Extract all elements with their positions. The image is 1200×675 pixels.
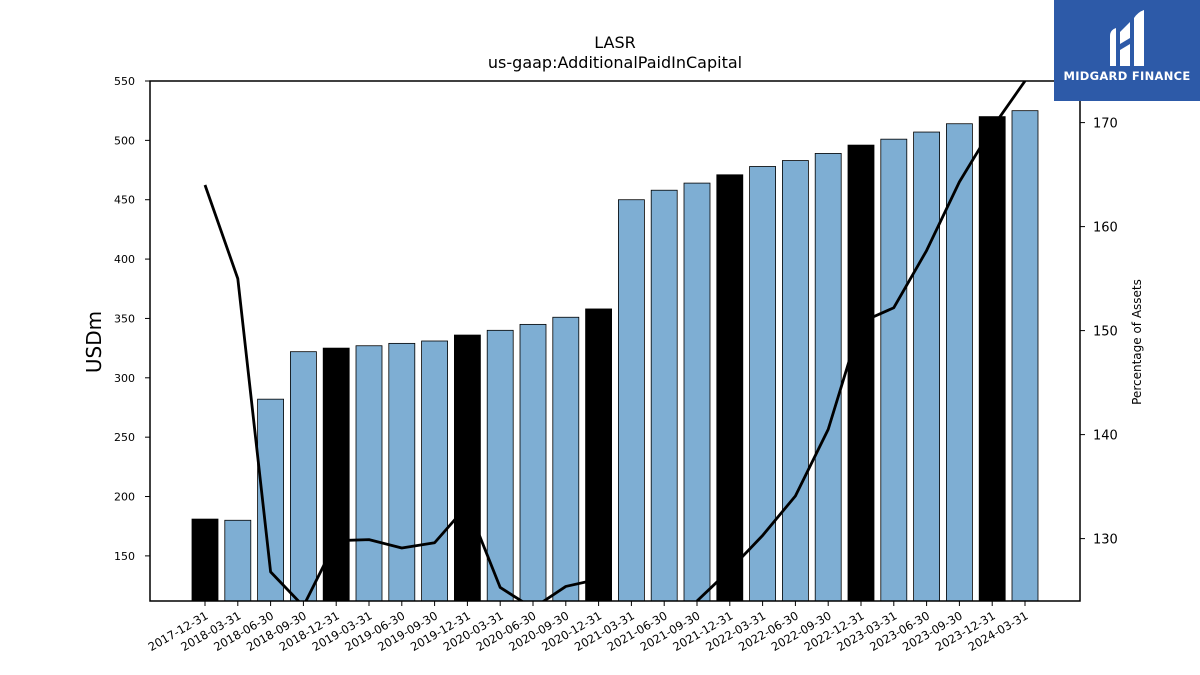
logo-mark-icon [1110, 10, 1144, 66]
y-tick-label: 200 [114, 491, 135, 504]
bar [749, 166, 776, 602]
y-tick-label: 250 [114, 431, 135, 444]
y-axis-label: USDm [82, 311, 106, 373]
bar [552, 316, 580, 602]
bar [519, 323, 547, 602]
y-tick-label: 550 [114, 75, 135, 88]
bar [847, 144, 875, 602]
bar [355, 345, 383, 602]
bar [880, 138, 908, 602]
y2-axis-label: Percentage of Assets [1130, 279, 1144, 405]
bar [453, 334, 481, 602]
bar [716, 174, 744, 602]
bar [1011, 110, 1039, 602]
line-series-group [203, 81, 1027, 601]
chart-title: LASR [594, 33, 636, 52]
y2-tick-label: 170 [1093, 117, 1118, 132]
bar [388, 342, 416, 602]
bar [421, 340, 449, 602]
bar [191, 518, 219, 602]
bar [224, 519, 252, 602]
y-tick-label: 400 [114, 253, 135, 266]
chart-subtitle: us-gaap:AdditionalPaidInCapital [488, 53, 742, 72]
bar [782, 160, 809, 602]
y2-tick-label: 130 [1093, 533, 1118, 548]
bar [650, 189, 678, 602]
y2-tick-label: 160 [1093, 221, 1118, 236]
y-tick-label: 450 [114, 194, 135, 207]
bar [585, 308, 612, 602]
bar [322, 347, 350, 602]
bar [618, 199, 645, 602]
plot-area: 150 200 250 300 350 400 450 500 550 130 140 150 160 1… [114, 75, 1118, 654]
y-tick-label: 500 [114, 134, 135, 147]
logo-text: MIDGARD FINANCE [1063, 69, 1191, 83]
bar [289, 351, 317, 602]
bar [486, 329, 514, 602]
bar [683, 182, 711, 602]
bar [978, 116, 1006, 602]
bar [814, 153, 842, 602]
y2-tick-label: 150 [1093, 325, 1118, 340]
plot-frame [149, 80, 1081, 602]
y2-tick-label: 140 [1093, 429, 1118, 444]
y-tick-label: 350 [114, 312, 135, 325]
line-series [696, 81, 1027, 601]
bar [913, 131, 940, 602]
line-series [203, 184, 599, 601]
y-tick-label: 150 [114, 550, 135, 563]
bar [946, 123, 973, 602]
y-tick-label: 300 [114, 372, 135, 385]
brand-logo: MIDGARD FINANCE [1054, 0, 1200, 101]
